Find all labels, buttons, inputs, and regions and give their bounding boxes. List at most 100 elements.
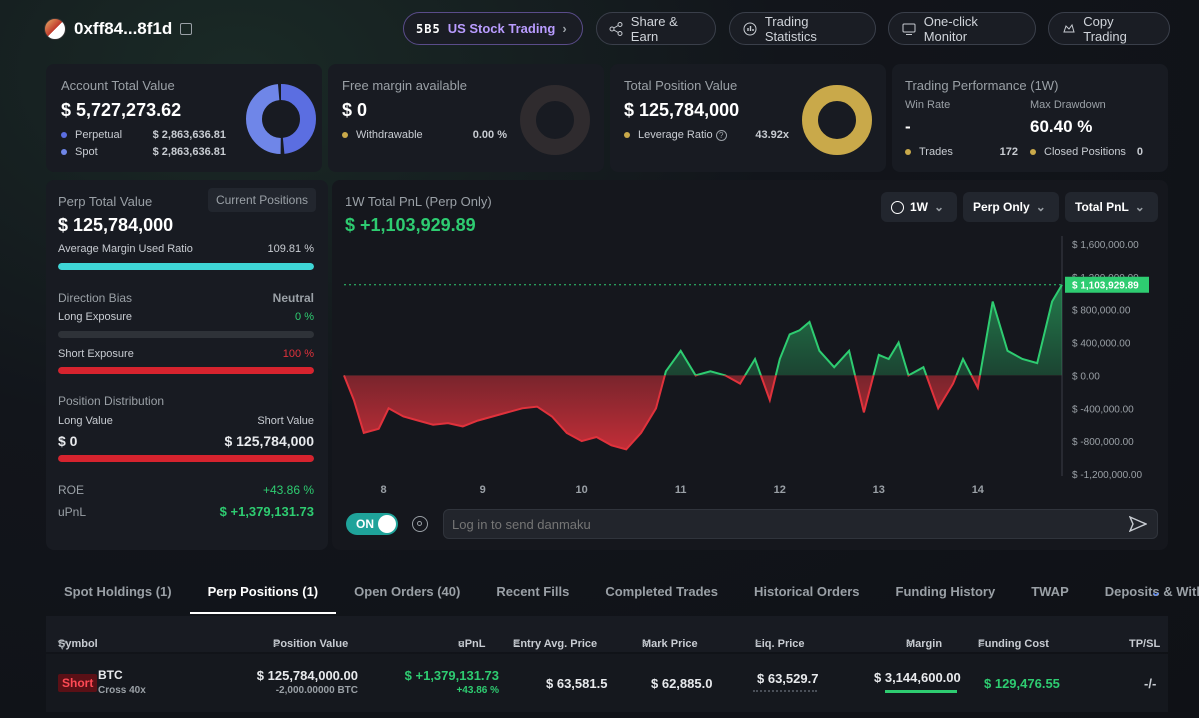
trading-statistics-label: Trading Statistics — [764, 13, 817, 44]
leverage-row: Leverage Ratio ? 43.92x — [624, 129, 789, 141]
perpetual-value: $ 2,863,636.81 — [152, 129, 226, 141]
share-earn-label: Share & Earn — [630, 13, 678, 44]
info-icon[interactable]: ? — [715, 130, 727, 141]
tab-5[interactable]: Historical Orders — [754, 584, 860, 599]
leverage-value: 43.92x — [755, 129, 789, 141]
share-earn-button[interactable]: Share & Earn — [596, 12, 716, 45]
filter-icon: ▽ — [58, 639, 67, 651]
margin-ratio-row: Average Margin Used Ratio 109.81 % — [58, 243, 314, 255]
col-funding-label: Funding Cost — [978, 638, 1049, 650]
tab-1[interactable]: Perp Positions (1) — [189, 574, 337, 614]
win-rate-value: - — [905, 117, 911, 136]
x-tick-label: 13 — [873, 484, 885, 496]
y-tick-label: $ -800,000.00 — [1072, 437, 1134, 448]
mark-price: $ 62,885.0 — [651, 676, 713, 691]
long-exposure-value: 0 % — [295, 311, 314, 323]
us-stock-trading-button[interactable]: 5B5 US Stock Trading › — [403, 12, 583, 45]
period-select[interactable]: 1W ⌄ — [881, 192, 957, 222]
margin-ratio-bar — [58, 263, 314, 270]
tab-4[interactable]: Completed Trades — [605, 584, 719, 599]
tab-7[interactable]: TWAP — [1031, 584, 1069, 599]
symbol[interactable]: BTC — [98, 668, 123, 682]
danmaku-input[interactable] — [452, 514, 1112, 534]
position-distribution-label: Position Distribution — [58, 394, 165, 408]
liq-price-underline — [753, 690, 817, 692]
leverage-dot — [624, 132, 630, 139]
funding-cost: $ 129,476.55 — [984, 676, 1060, 691]
tpsl-cell[interactable]: -/- — [1144, 676, 1157, 691]
x-tick-label: 8 — [381, 484, 387, 496]
margin-cell: $ 3,144,600.00 — [874, 670, 961, 685]
chevron-down-icon: ⌄ — [1134, 200, 1145, 214]
direction-bias-label: Direction Bias — [58, 291, 133, 305]
table-header: Symbol ▽ Position Value ≡ uPnL ≡ Entry A… — [46, 616, 1168, 652]
y-tick-label: $ -400,000.00 — [1072, 404, 1134, 415]
chevron-down-icon: ⌄ — [1035, 200, 1046, 214]
table-row[interactable]: Short BTC Cross 40x $ 125,784,000.00 -2,… — [46, 654, 1168, 712]
col-margin-label: Margin — [906, 638, 943, 650]
perpetual-label: Perpetual — [75, 129, 123, 141]
pnl-chart: $ 1,600,000.00$ 1,200,000.00$ 800,000.00… — [343, 236, 1149, 496]
one-click-monitor-button[interactable]: One-click Monitor — [888, 12, 1036, 45]
current-value-tag: $ 1,103,929.89 — [1072, 281, 1139, 292]
tabs-expand-icon[interactable]: ⌄ — [1150, 583, 1162, 599]
x-tick-label: 11 — [675, 484, 687, 496]
chevron-right-icon: › — [562, 21, 567, 36]
total-position-value: $ 125,784,000 — [624, 100, 740, 120]
entry-price: $ 63,581.5 — [546, 676, 608, 691]
max-drawdown-label: Max Drawdown — [1030, 99, 1106, 111]
tab-0[interactable]: Spot Holdings (1) — [64, 584, 172, 599]
toggle-knob — [378, 515, 396, 533]
tab-8[interactable]: Deposits & Withdra — [1104, 584, 1199, 599]
withdrawable-dot — [342, 132, 348, 139]
col-upnl-label: uPnL — [458, 638, 486, 650]
upnl-pct: +43.86 % — [456, 685, 499, 696]
total-position-label: Total Position Value — [624, 78, 738, 93]
leverage-label: Leverage Ratio — [638, 129, 713, 141]
long-exposure-label: Long Exposure — [58, 311, 132, 323]
sort-icon: ≡ — [755, 638, 762, 650]
send-icon[interactable] — [1128, 515, 1148, 537]
danmaku-toggle[interactable]: ON — [346, 513, 398, 535]
perp-total-value: $ 125,784,000 — [58, 215, 174, 235]
long-value-label: Long Value — [58, 415, 113, 427]
current-positions-button[interactable]: Current Positions — [207, 188, 316, 212]
scope-select[interactable]: Perp Only ⌄ — [963, 192, 1059, 222]
copy-trading-button[interactable]: Copy Trading — [1048, 12, 1170, 45]
upnl-value: $ +1,379,131.73 — [219, 504, 314, 519]
monitor-icon — [901, 21, 917, 37]
long-exposure-bar — [58, 331, 314, 338]
share-icon — [609, 21, 624, 37]
sort-icon: ≡ — [642, 638, 649, 650]
margin-mode: Cross 40x — [98, 685, 146, 696]
trading-statistics-button[interactable]: Trading Statistics — [729, 12, 876, 45]
perp-total-label: Perp Total Value — [58, 194, 153, 209]
account-total-card: Account Total Value $ 5,727,273.62 Perpe… — [46, 64, 322, 172]
trades-row: Trades 172 — [905, 146, 1018, 158]
withdrawable-label: Withdrawable — [356, 129, 423, 141]
short-value-label: Short Value — [257, 415, 314, 427]
withdrawable-value: 0.00 % — [472, 129, 507, 141]
tab-3[interactable]: Recent Fills — [496, 584, 570, 599]
tab-6[interactable]: Funding History — [895, 584, 996, 599]
trading-performance-card: Trading Performance (1W) Win Rate - Max … — [892, 64, 1168, 172]
pnl-line-negative — [343, 375, 981, 451]
sort-icon: ≡ — [906, 638, 913, 650]
col-position-value-label: Position Value — [273, 638, 349, 650]
pnl-area-negative — [344, 375, 980, 450]
wallet-address-group: 0xff84...8f1d — [44, 18, 193, 40]
account-total-label: Account Total Value — [61, 78, 175, 93]
metric-select[interactable]: Total PnL ⌄ — [1065, 192, 1158, 222]
copy-icon[interactable] — [180, 23, 193, 35]
position-distribution-bar — [58, 455, 314, 462]
period-select-label: 1W — [910, 200, 928, 214]
trades-label: Trades — [919, 146, 953, 158]
settings-icon[interactable] — [412, 516, 428, 532]
direction-bias-value: Neutral — [272, 291, 314, 305]
performance-label: Trading Performance (1W) — [905, 78, 1059, 93]
avatar — [44, 18, 66, 40]
sort-icon: ≡ — [978, 638, 985, 650]
tab-2[interactable]: Open Orders (40) — [354, 584, 461, 599]
margin-ratio-value: 109.81 % — [267, 243, 314, 255]
